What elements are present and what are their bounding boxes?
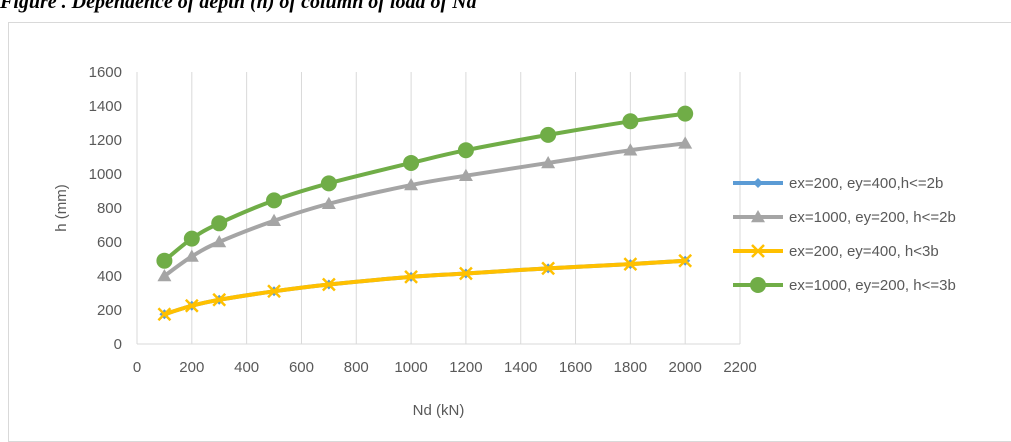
x-tick-label: 800 [344,359,369,376]
series-3 [157,253,693,322]
data-point [321,277,336,292]
data-point [320,175,337,192]
x-tick-label: 2000 [668,359,701,376]
legend-entry: ex=200, ey=400,h<=2b [733,175,943,192]
x-tick-label: 1800 [614,359,647,376]
x-tick-label: 200 [179,359,204,376]
x-tick-label: 1600 [559,359,592,376]
data-point [183,230,200,247]
y-tick-label: 0 [114,336,122,353]
data-point [541,155,556,169]
x-tick-label: 1400 [504,359,537,376]
data-point [623,143,638,156]
legend-entry: ex=1000, ey=200, h<=3b [733,277,956,294]
x-tick-label: 0 [133,359,141,376]
figure-caption: Figure . Dependence of depth (h) of colu… [0,0,477,13]
series-line [162,141,688,278]
data-point [678,136,693,149]
data-point [678,253,693,268]
legend: ex=200, ey=400,h<=2b ex=1000, ey=200, h<=… [733,175,956,294]
data-point [211,215,228,232]
y-tick-label: 1400 [89,98,122,115]
legend-marker [750,277,766,293]
data-point [457,142,474,159]
legend-label: ex=1000, ey=200, h<=3b [789,277,956,294]
y-axis-title: h (mm) [53,184,70,232]
data-point [184,298,199,313]
x-tick-label: 600 [289,359,314,376]
data-point [622,113,639,130]
data-point [540,126,557,143]
y-tick-label: 1000 [89,166,122,183]
series-lines [156,105,694,322]
y-tick-label: 200 [97,302,122,319]
data-point [267,284,281,299]
data-point [212,292,227,307]
legend-marker [751,244,765,258]
legend-entry: ex=200, ey=400, h<3b [733,243,939,260]
data-point [157,307,172,322]
data-point [321,196,336,209]
data-point [404,269,418,284]
legend-label: ex=1000, ey=200, h<=2b [789,209,956,226]
data-point [267,213,282,226]
y-tick-label: 600 [97,234,122,251]
y-tick-label: 1600 [89,64,122,81]
x-tick-label: 1200 [449,359,482,376]
x-tick-label: 2200 [723,359,756,376]
x-tick-label: 1000 [394,359,427,376]
data-point [459,266,473,281]
legend-label: ex=200, ey=400,h<=2b [789,175,943,192]
data-point [212,235,227,248]
data-point [677,105,694,122]
y-tick-label: 1200 [89,132,122,149]
series-2 [157,136,693,282]
grid-lines [136,72,741,344]
tick-labels: 0 200 400 600 800 1000 1200 1400 1600 1800 2000 220… [89,64,757,376]
legend-marker [753,178,763,188]
data-point [403,154,420,171]
x-tick-label: 400 [234,359,259,376]
data-point [266,192,283,209]
data-point [156,252,173,269]
data-point [623,257,638,271]
data-point [404,178,419,191]
y-tick-label: 400 [97,268,122,285]
series-line [162,258,688,317]
legend-entry: ex=1000, ey=200, h<=2b [733,209,956,226]
legend-label: ex=200, ey=400, h<3b [789,243,939,260]
legend-marker [751,210,765,223]
data-point [458,168,473,181]
y-tick-label: 800 [97,200,122,217]
series-4 [156,105,694,269]
x-axis-title: Nd (kN) [413,402,465,419]
series-line [162,258,688,317]
series-line [162,111,688,263]
data-point [541,261,556,276]
data-point [157,269,172,282]
data-point [184,249,199,262]
